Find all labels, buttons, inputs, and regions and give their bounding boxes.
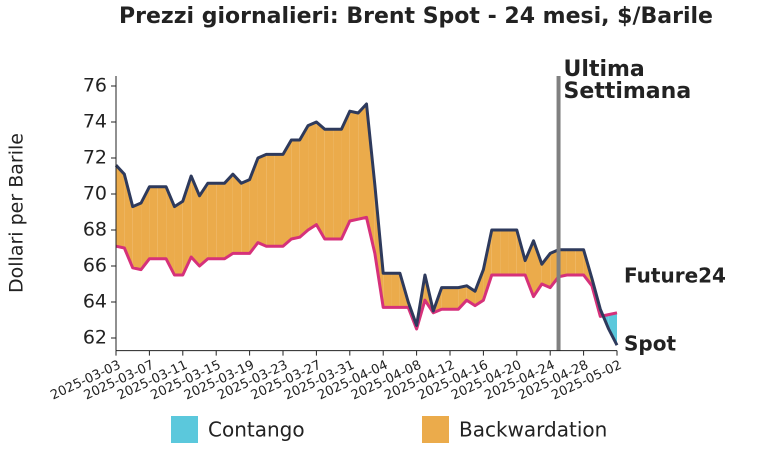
area-fill <box>575 249 584 275</box>
area-fill <box>124 174 133 268</box>
area-fill <box>199 183 208 266</box>
area-fill <box>299 125 309 238</box>
y-tick-label: 70 <box>83 183 107 205</box>
annotation-label: Ultima <box>564 57 645 82</box>
area-fill <box>308 122 317 230</box>
area-fill <box>191 176 200 266</box>
area-fill <box>249 158 258 254</box>
area-fill <box>366 104 375 254</box>
area-fill <box>483 230 492 301</box>
area-fill <box>316 122 325 239</box>
area-fill <box>341 111 350 239</box>
area-fill <box>349 111 359 221</box>
area-fill <box>241 179 250 254</box>
area-fill <box>491 230 501 275</box>
area-fill <box>525 240 534 297</box>
area-fill <box>566 249 576 275</box>
area-fill <box>141 186 150 270</box>
y-tick-label: 74 <box>83 111 107 133</box>
area-fill <box>132 203 142 270</box>
y-tick-label: 66 <box>83 255 107 277</box>
legend-label: Backwardation <box>459 418 607 442</box>
area-fill <box>283 140 292 247</box>
area-fill <box>116 165 125 248</box>
area-fill <box>291 140 300 239</box>
area-fill <box>232 174 242 254</box>
area-fill <box>508 230 517 275</box>
series-line <box>115 215 618 331</box>
area-fill <box>608 312 617 346</box>
y-tick-label: 72 <box>83 147 107 169</box>
area-fill <box>266 154 275 247</box>
area-fill <box>257 154 267 247</box>
area-fill <box>533 240 542 297</box>
y-tick-label: 76 <box>83 75 107 97</box>
area-fill <box>450 287 459 310</box>
area-fill <box>324 129 334 239</box>
area-fill <box>458 285 467 310</box>
legend-swatch <box>171 416 198 443</box>
series-end-label: Future24 <box>624 263 726 287</box>
legend-swatch <box>422 416 449 443</box>
chart-title: Prezzi giornalieri: Brent Spot - 24 mesi… <box>119 4 713 29</box>
area-fill <box>182 176 192 275</box>
series-end-label: Spot <box>624 332 676 356</box>
area-fill <box>224 174 233 259</box>
area-fill <box>274 154 283 247</box>
area-fill <box>558 249 567 277</box>
legend-label: Contango <box>208 418 305 442</box>
area-fill <box>383 273 392 308</box>
area-fill <box>174 201 183 275</box>
area-fill <box>441 287 450 310</box>
area-fill <box>500 230 509 275</box>
area-fill <box>358 104 367 220</box>
area-fill <box>207 183 217 259</box>
y-axis-label: Dollari per Barile <box>6 133 28 293</box>
y-tick-label: 62 <box>83 327 107 349</box>
area-fill <box>391 273 400 308</box>
area-fill <box>166 186 175 275</box>
area-fill <box>149 186 158 259</box>
area-fill <box>333 129 342 239</box>
y-tick-label: 68 <box>83 219 107 241</box>
area-fill <box>216 183 225 259</box>
y-tick-label: 64 <box>83 291 107 313</box>
annotation-label: Settimana <box>564 79 692 104</box>
series-line <box>114 102 619 346</box>
area-fill <box>157 186 167 259</box>
